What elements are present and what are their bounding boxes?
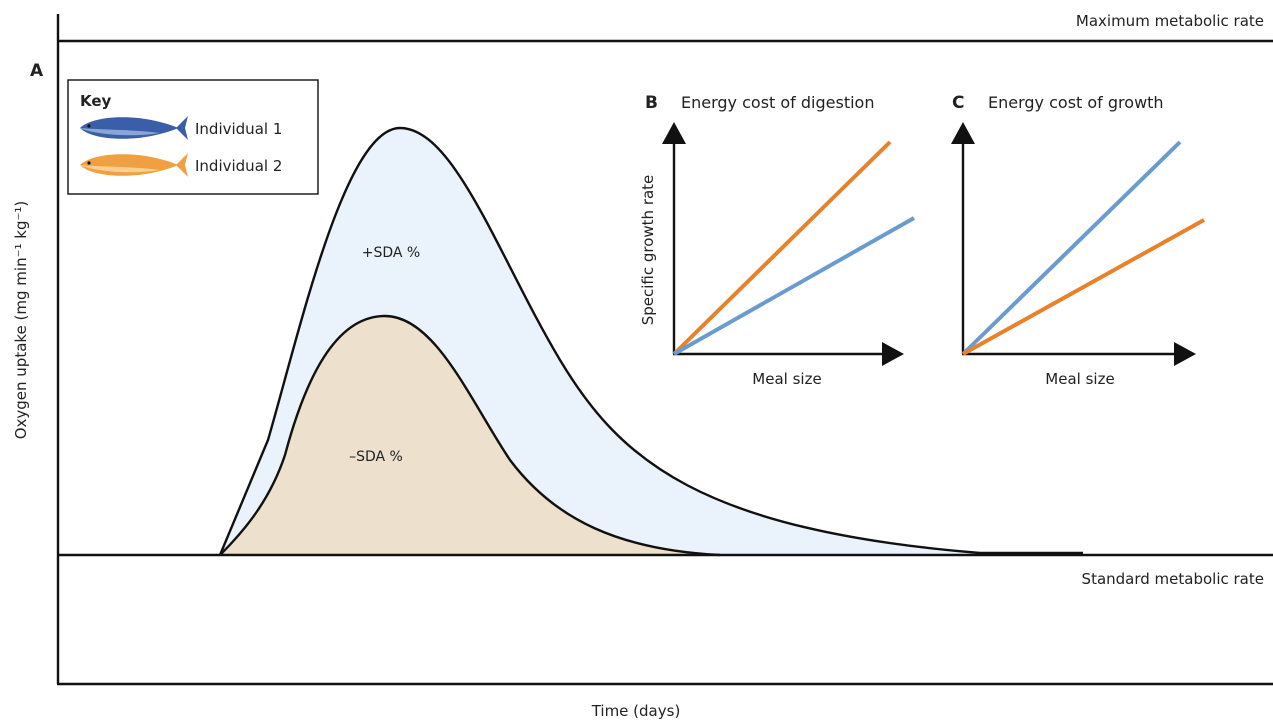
- standard-metabolic-rate-label: Standard metabolic rate: [1082, 570, 1264, 588]
- panel-c-letter: C: [952, 93, 964, 113]
- panel-b-orange-line: [672, 140, 892, 356]
- minus-sda-label: –SDA %: [349, 449, 403, 465]
- panel-b-letter: B: [645, 93, 658, 113]
- key-box: Key Individual 1 Individual 2: [67, 79, 319, 195]
- panel-c-x-arrow: [1174, 342, 1196, 366]
- panel-a-letter: A: [30, 61, 44, 81]
- panel-c-y-arrow: [951, 122, 975, 144]
- key-title: Key: [80, 92, 112, 110]
- key-item-individual-1: Individual 1: [195, 120, 282, 138]
- maximum-metabolic-rate-label: Maximum metabolic rate: [1076, 12, 1264, 30]
- panel-a-y-axis-label: Oxygen uptake (mg min⁻¹ kg⁻¹): [12, 201, 30, 440]
- panel-c: C Energy cost of growth Meal size: [951, 93, 1205, 388]
- panel-b-x-arrow: [882, 342, 904, 366]
- plus-sda-label: +SDA %: [362, 245, 420, 261]
- panel-b-x-label: Meal size: [752, 370, 821, 388]
- panel-b-y-label: Specific growth rate: [639, 175, 657, 326]
- minus-sda-curve: [219, 314, 721, 557]
- orange-fish-icon: [80, 153, 188, 177]
- panel-a-x-axis-label: Time (days): [591, 702, 681, 720]
- panel-c-orange-line: [962, 218, 1205, 356]
- panel-b-blue-line: [673, 216, 915, 356]
- key-item-individual-2: Individual 2: [195, 157, 282, 175]
- plus-sda-curve: [218, 126, 1083, 556]
- panel-c-blue-line: [961, 140, 1182, 356]
- panel-b-title: Energy cost of digestion: [681, 93, 874, 112]
- panel-b: B Energy cost of digestion Meal size Spe…: [639, 93, 915, 388]
- panel-c-x-label: Meal size: [1045, 370, 1114, 388]
- panel-b-y-arrow: [662, 122, 686, 144]
- minus-sda-area: [220, 316, 720, 555]
- blue-fish-icon: [80, 116, 188, 140]
- panel-c-title: Energy cost of growth: [988, 93, 1164, 112]
